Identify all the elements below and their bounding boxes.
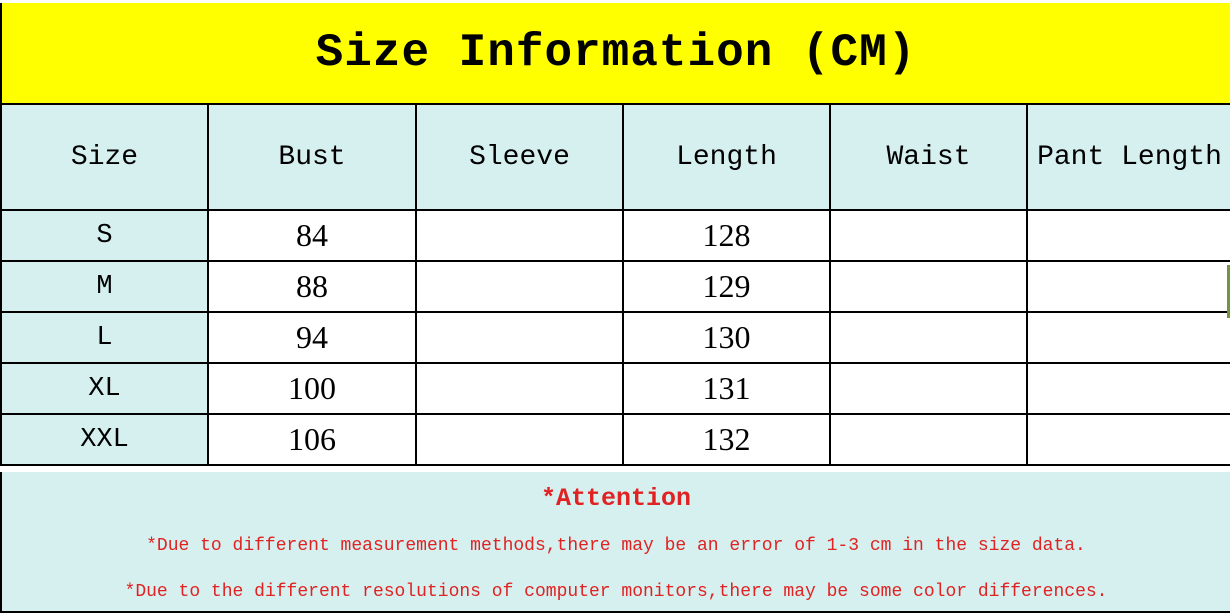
size-cell: XL xyxy=(0,362,209,415)
size-cell: XXL xyxy=(0,413,209,466)
attention-note: *Due to different measurement methods,th… xyxy=(146,536,1086,556)
waist-cell xyxy=(829,209,1028,262)
column-header-waist: Waist xyxy=(829,103,1028,211)
length-cell: 128 xyxy=(622,209,831,262)
waist-cell xyxy=(829,311,1028,364)
pant-length-cell xyxy=(1026,260,1230,313)
table-row-m: M 88 129 xyxy=(0,260,1230,313)
bust-cell: 106 xyxy=(207,413,417,466)
column-header-pant-length: Pant Length xyxy=(1026,103,1230,211)
size-cell: S xyxy=(0,209,209,262)
column-header-bust: Bust xyxy=(207,103,417,211)
pant-length-cell xyxy=(1026,413,1230,466)
column-header-size: Size xyxy=(0,103,209,211)
bust-cell: 100 xyxy=(207,362,417,415)
column-header-sleeve: Sleeve xyxy=(415,103,624,211)
length-cell: 130 xyxy=(622,311,831,364)
pant-length-cell xyxy=(1026,311,1230,364)
attention-section: *Attention *Due to different measurement… xyxy=(0,472,1230,613)
column-header-length: Length xyxy=(622,103,831,211)
length-cell: 131 xyxy=(622,362,831,415)
sleeve-cell xyxy=(415,362,624,415)
attention-note: *Due to the different resolutions of com… xyxy=(124,582,1108,602)
size-cell: L xyxy=(0,311,209,364)
size-table: Size Bust Sleeve Length Waist Pant Lengt… xyxy=(0,103,1230,466)
sleeve-cell xyxy=(415,209,624,262)
cell-selection-border xyxy=(1227,265,1230,318)
pant-length-cell xyxy=(1026,209,1230,262)
size-cell: M xyxy=(0,260,209,313)
table-row-xl: XL 100 131 xyxy=(0,362,1230,415)
page-title: Size Information (CM) xyxy=(315,27,917,79)
waist-cell xyxy=(829,260,1028,313)
sleeve-cell xyxy=(415,260,624,313)
pant-length-cell xyxy=(1026,362,1230,415)
sleeve-cell xyxy=(415,413,624,466)
bust-cell: 94 xyxy=(207,311,417,364)
table-row-s: S 84 128 xyxy=(0,209,1230,262)
waist-cell xyxy=(829,413,1028,466)
bust-cell: 88 xyxy=(207,260,417,313)
attention-title: *Attention xyxy=(540,484,692,513)
sleeve-cell xyxy=(415,311,624,364)
header-row: Size Bust Sleeve Length Waist Pant Lengt… xyxy=(0,103,1230,211)
waist-cell xyxy=(829,362,1028,415)
length-cell: 132 xyxy=(622,413,831,466)
table-row-l: L 94 130 xyxy=(0,311,1230,364)
table-row-xxl: XXL 106 132 xyxy=(0,413,1230,466)
bust-cell: 84 xyxy=(207,209,417,262)
length-cell: 129 xyxy=(622,260,831,313)
title-banner: Size Information (CM) xyxy=(0,3,1230,103)
